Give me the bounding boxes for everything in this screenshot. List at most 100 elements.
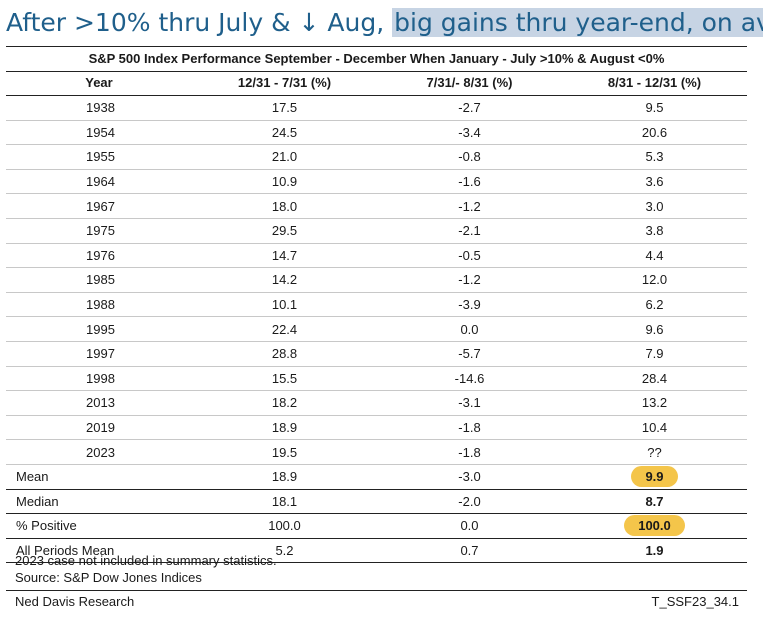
footer-divider	[6, 590, 747, 591]
notes: 2023 case not included in summary statis…	[15, 552, 277, 586]
summary-row: Median 18.1 -2.0 8.7	[6, 489, 747, 515]
note-exclusion: 2023 case not included in summary statis…	[15, 553, 277, 568]
value-cell: 13.2	[562, 390, 747, 416]
value-cell: 5.3	[562, 144, 747, 170]
summary-value: 0.0	[377, 513, 562, 539]
year-cell: 1964	[6, 169, 192, 195]
year-cell: 1955	[6, 144, 192, 170]
table-row: 1976 14.7 -0.5 4.4	[6, 243, 747, 269]
bold-value: 8.7	[645, 493, 664, 509]
year-cell: 1998	[6, 366, 192, 392]
summary-value: 5.2	[192, 538, 377, 564]
highlight-pill: 100.0	[624, 515, 685, 537]
year-cell: 1938	[6, 95, 192, 121]
performance-table: Year 12/31 - 7/31 (%) 7/31/- 8/31 (%) 8/…	[6, 70, 747, 564]
table-row: 2013 18.2 -3.1 13.2	[6, 390, 747, 416]
year-cell: 1997	[6, 341, 192, 367]
footer: Ned Davis Research T_SSF23_34.1	[15, 593, 739, 610]
table-row: 1988 10.1 -3.9 6.2	[6, 292, 747, 318]
footer-publisher: Ned Davis Research	[15, 594, 135, 609]
summary-value: 18.9	[192, 463, 377, 490]
value-cell: -0.5	[377, 243, 562, 269]
highlight-pill: 9.9	[631, 466, 678, 488]
summary-label: Median	[6, 489, 192, 515]
header-sep-dec: 8/31 - 12/31 (%)	[562, 70, 747, 96]
summary-row: All Periods Mean 5.2 0.7 1.9	[6, 538, 747, 564]
value-cell: 10.1	[192, 292, 377, 318]
value-cell: -14.6	[377, 366, 562, 392]
value-cell: 0.0	[377, 316, 562, 342]
table-row: 1967 18.0 -1.2 3.0	[6, 193, 747, 219]
summary-label: % Positive	[6, 513, 192, 539]
header-aug: 7/31/- 8/31 (%)	[377, 70, 562, 96]
value-cell: -0.8	[377, 144, 562, 170]
value-cell: -3.1	[377, 390, 562, 416]
year-cell: 1976	[6, 243, 192, 269]
headline-part1: After >10% thru July &	[6, 8, 299, 37]
value-cell: 28.8	[192, 341, 377, 367]
value-cell: 14.7	[192, 243, 377, 269]
summary-value: 8.7	[562, 489, 747, 515]
value-cell: 10.9	[192, 169, 377, 195]
value-cell: 18.2	[192, 390, 377, 416]
value-cell: 10.4	[562, 415, 747, 441]
value-cell: 14.2	[192, 267, 377, 293]
summary-value: -2.0	[377, 489, 562, 515]
header-row: Year 12/31 - 7/31 (%) 7/31/- 8/31 (%) 8/…	[6, 70, 747, 96]
value-cell: 3.8	[562, 218, 747, 244]
value-cell: 18.0	[192, 193, 377, 219]
table-row: 2019 18.9 -1.8 10.4	[6, 415, 747, 441]
value-cell: 6.2	[562, 292, 747, 318]
table-row: 1998 15.5 -14.6 28.4	[6, 366, 747, 392]
table-body: 1938 17.5 -2.7 9.5 1954 24.5 -3.4 20.6 1955 21.0-…	[6, 95, 747, 564]
year-cell: 1975	[6, 218, 192, 244]
summary-label: Mean	[6, 463, 192, 490]
summary-label: All Periods Mean	[6, 538, 192, 564]
table-row: 1995 22.4 0.0 9.6	[6, 316, 747, 342]
summary-value: 1.9	[562, 538, 747, 564]
value-cell: -1.8	[377, 415, 562, 441]
value-cell: -1.2	[377, 267, 562, 293]
value-cell: 3.6	[562, 169, 747, 195]
value-cell: -3.9	[377, 292, 562, 318]
table-row: 1964 10.9 -1.6 3.6	[6, 169, 747, 195]
value-cell: 17.5	[192, 95, 377, 121]
table-row: 1955 21.0 -0.8 5.3	[6, 144, 747, 170]
value-cell: 7.9	[562, 341, 747, 367]
value-cell: 21.0	[192, 144, 377, 170]
value-cell: 18.9	[192, 415, 377, 441]
note-source: Source: S&P Dow Jones Indices	[15, 570, 202, 585]
year-cell: 1995	[6, 316, 192, 342]
footer-code: T_SSF23_34.1	[651, 594, 739, 609]
summary-row: Mean 18.9 -3.0 9.9	[6, 463, 747, 490]
year-cell: 1988	[6, 292, 192, 318]
table-row: 1954 24.5 -3.4 20.6	[6, 120, 747, 146]
table-row: 2023 19.5 -1.8??	[6, 439, 747, 465]
value-cell: -1.2	[377, 193, 562, 219]
summary-value: 100.0	[562, 513, 747, 539]
bold-value: 1.9	[645, 542, 664, 558]
year-cell: 2023	[6, 439, 192, 465]
summary-value: 100.0	[192, 513, 377, 539]
value-cell: 24.5	[192, 120, 377, 146]
year-cell: 2013	[6, 390, 192, 416]
value-cell: 29.5	[192, 218, 377, 244]
table-row: 1975 29.5 -2.1 3.8	[6, 218, 747, 244]
summary-value: 9.9	[562, 463, 747, 490]
headline-part2: Aug,	[319, 8, 393, 37]
value-cell: -3.4	[377, 120, 562, 146]
summary-value: -3.0	[377, 463, 562, 490]
down-arrow-icon: ↓	[298, 8, 320, 37]
year-cell: 1967	[6, 193, 192, 219]
value-cell: 12.0	[562, 267, 747, 293]
value-cell: -1.6	[377, 169, 562, 195]
value-cell: 19.5	[192, 439, 377, 465]
year-cell: 1985	[6, 267, 192, 293]
year-cell: 1954	[6, 120, 192, 146]
value-cell: 4.4	[562, 243, 747, 269]
value-cell: 9.6	[562, 316, 747, 342]
table-title: S&P 500 Index Performance September - De…	[6, 46, 747, 72]
value-cell: -1.8	[377, 439, 562, 465]
table-row: 1938 17.5 -2.7 9.5	[6, 95, 747, 121]
value-cell: 22.4	[192, 316, 377, 342]
